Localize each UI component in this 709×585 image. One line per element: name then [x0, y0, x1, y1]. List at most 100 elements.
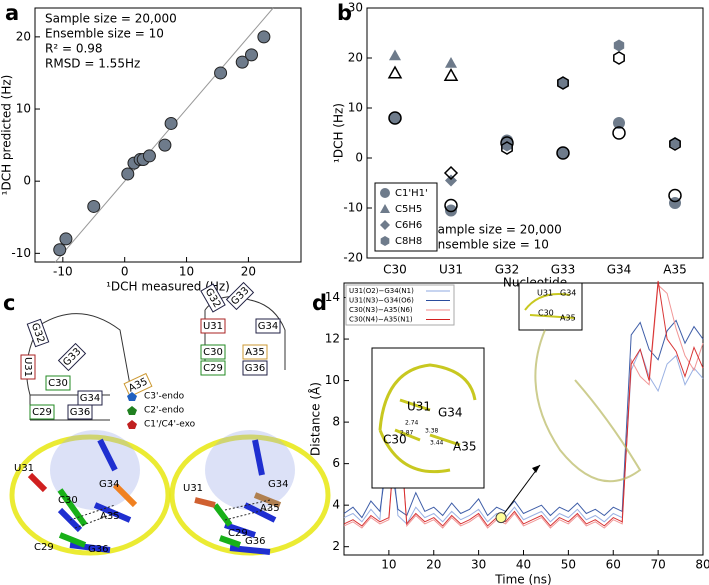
x-tick-label: 20 — [426, 558, 441, 572]
x-axis-label: Time (ns) — [494, 573, 551, 585]
structure-label: G36 — [88, 544, 108, 555]
legend-marker — [127, 420, 137, 429]
point — [214, 66, 228, 80]
open-point — [388, 111, 402, 125]
box-label: A35 — [245, 347, 265, 358]
box-label: G34 — [80, 393, 100, 404]
y-tick-label: 0 — [23, 174, 31, 188]
box — [242, 360, 268, 376]
arrow-head — [532, 465, 540, 473]
structure-label: U31 — [183, 483, 203, 494]
box — [57, 342, 87, 372]
inset-label: 2.87 — [400, 430, 414, 437]
point — [445, 57, 457, 68]
annotation: Sample size = 20,000 — [430, 223, 562, 237]
inset-label: 2.74 — [405, 420, 419, 427]
open-point — [443, 165, 459, 181]
nucleotide-box: A35 — [123, 372, 153, 398]
open-point — [557, 76, 569, 90]
nucleotide-box: A35 — [242, 344, 268, 360]
legend-marker — [380, 204, 390, 213]
point — [445, 174, 457, 187]
y-tick-label: 0 — [355, 151, 363, 165]
annotation: RMSD = 1.55Hz — [45, 57, 140, 71]
legend-label: C2'-endo — [144, 406, 185, 416]
highlight-point — [495, 512, 507, 524]
box-label: G34 — [258, 321, 278, 332]
x-tick-label: 10 — [179, 265, 194, 279]
box — [200, 283, 226, 313]
legend-label: C30(N3)−A35(N6) — [349, 306, 413, 314]
nucleotide-box: G34 — [77, 390, 103, 406]
arrow — [500, 464, 541, 518]
open-point — [556, 146, 570, 160]
structure-label: G34 — [99, 479, 119, 490]
legend-marker — [127, 392, 137, 401]
x-tick-label: 20 — [241, 265, 256, 279]
box-label: G36 — [245, 363, 265, 374]
x-tick-label: 60 — [606, 558, 621, 572]
inset-label: G34 — [560, 289, 576, 298]
point — [389, 49, 401, 61]
y-tick-label: 4 — [332, 498, 340, 512]
legend-label: U31(N3)−G34(O6) — [349, 297, 414, 305]
plot-frame — [34, 7, 302, 263]
inset-label: A35 — [560, 314, 576, 323]
box-label: U31 — [203, 321, 223, 332]
legend-marker — [380, 236, 390, 246]
legend-marker — [380, 188, 390, 198]
point — [557, 77, 569, 89]
y-tick-label: -10 — [343, 201, 363, 215]
nucleotide-box: C30 — [45, 375, 71, 391]
inset-label: A35 — [453, 440, 476, 454]
nucleotide-box: C29 — [200, 360, 226, 376]
y-tick-label: 20 — [348, 51, 363, 65]
x-tick-label: -10 — [53, 265, 73, 279]
inset-art — [524, 293, 576, 319]
y-tick-label: 10 — [348, 101, 363, 115]
inset-label: C30 — [538, 309, 554, 318]
box — [200, 344, 226, 360]
y-axis-label: Distance (Å) — [308, 382, 323, 456]
inset-label: G34 — [438, 406, 463, 420]
point — [245, 48, 259, 62]
nucleotide-box: G34 — [255, 318, 281, 334]
box — [255, 318, 281, 334]
structure-label: G36 — [245, 536, 265, 547]
box-label: C29 — [203, 363, 223, 374]
y-tick-label: 10 — [16, 102, 31, 116]
legend-marker — [127, 406, 137, 415]
y-tick-label: 6 — [332, 456, 340, 470]
open-point — [443, 67, 459, 82]
point — [235, 55, 249, 69]
box-label: C30 — [48, 378, 68, 389]
inset-label: U31 — [537, 289, 553, 298]
legend-marker — [380, 220, 390, 230]
y-tick-label: 8 — [332, 415, 340, 429]
x-tick-label: G32 — [495, 263, 520, 277]
x-tick-label: 10 — [381, 558, 396, 572]
y-axis-label: ¹DCH (Hz) — [332, 103, 346, 163]
structure-label: C29 — [34, 542, 54, 553]
x-tick-label: 80 — [695, 558, 709, 572]
legend-label: C1'/C4'-exo — [144, 420, 196, 430]
box — [20, 354, 36, 380]
legend-box — [345, 284, 455, 326]
nucleotide-box: C29 — [29, 404, 55, 420]
series-line — [343, 319, 704, 519]
point — [164, 116, 178, 130]
legend-label: U31(O2)−G34(N1) — [349, 287, 414, 295]
y-axis-label: ¹DCH predicted (Hz) — [0, 75, 14, 196]
panel-label: b — [337, 1, 352, 25]
legend-label: C6H6 — [395, 220, 422, 231]
box — [45, 375, 71, 391]
legend-label: C1'H1' — [395, 188, 428, 199]
inset — [371, 347, 485, 489]
legend-label: C5H5 — [395, 204, 422, 215]
y-tick-label: 12 — [325, 332, 340, 346]
inset — [518, 282, 583, 331]
x-tick-label: 0 — [121, 265, 129, 279]
point — [158, 138, 172, 152]
x-tick-label: A35 — [663, 263, 686, 277]
box-label: G36 — [70, 407, 90, 418]
